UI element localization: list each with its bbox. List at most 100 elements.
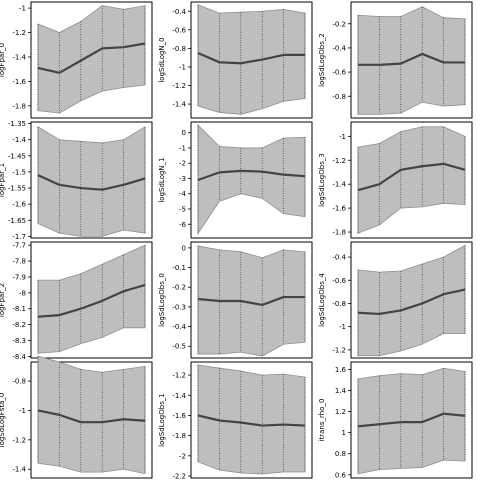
series-line <box>37 42 146 74</box>
y-axis-label: itrans_rho_0 <box>318 399 326 442</box>
y-tick-label: -7.9 <box>12 273 26 281</box>
y-tick-label: -1.2 <box>172 372 186 380</box>
y-tick-label: -1 <box>19 5 26 13</box>
y-tick-label: 0 <box>182 129 186 137</box>
series-line <box>37 409 146 424</box>
y-tick-label: -0.4 <box>172 323 186 331</box>
y-tick-label: -1.7 <box>12 233 26 241</box>
y-tick-label: 1 <box>342 429 346 437</box>
y-axis-label: logSdLogObs_0 <box>158 273 166 327</box>
y-tick-label: -3 <box>179 175 186 183</box>
y-tick-label: -1.5 <box>12 168 26 176</box>
y-tick-label: -1.8 <box>332 229 346 237</box>
y-tick-label: -1.2 <box>12 29 26 37</box>
y-tick-label: -1.6 <box>12 78 26 86</box>
y-tick-label: -1.2 <box>172 82 186 90</box>
y-tick-label: 1.2 <box>335 408 346 416</box>
y-tick-label: -0.4 <box>332 44 346 52</box>
panel-logSdLogN_1: 0 -1 -2 -3 -4 -5 -6 logSdLogN_1 <box>158 121 313 239</box>
y-tick-label: -0.2 <box>172 284 186 292</box>
y-tick-label: -1.35 <box>8 120 26 128</box>
y-tick-label: -1 <box>339 133 346 141</box>
y-axis-label: logFpar_2 <box>0 283 6 317</box>
y-tick-label: -0.8 <box>332 300 346 308</box>
panel-logFpar_0: -1 -1.2 -1.4 -1.6 -1.8 logFpar_0 <box>0 1 153 119</box>
y-tick-label: -1.65 <box>8 217 26 225</box>
y-axis-label: logSdLogN_1 <box>158 157 166 202</box>
y-tick-label: -1.2 <box>12 436 26 444</box>
y-tick-label: -1.55 <box>8 185 26 193</box>
panel-logSdLogObs_1: -1.2 -1.4 -1.6 -1.8 -2 -2.2 logSdLogObs_1 <box>158 361 313 480</box>
y-tick-label: -1.6 <box>12 201 26 209</box>
y-tick-label: -1.4 <box>172 101 186 109</box>
y-tick-label: -1 <box>179 63 186 71</box>
y-axis-label: logSdLogObs_4 <box>318 273 326 327</box>
y-tick-label: -1.2 <box>332 346 346 354</box>
series-line <box>357 412 466 428</box>
y-tick-label: -1.8 <box>172 432 186 440</box>
y-tick-label: -8.3 <box>12 337 26 345</box>
y-tick-label: -4 <box>179 190 187 198</box>
panel-logSdLogN_0: -0.4 -0.6 -0.8 -1 -1.2 -1.4 logSdLogN_0 <box>158 1 313 119</box>
y-axis-label: logFpar_1 <box>0 163 6 197</box>
y-tick-label: -2.2 <box>172 472 186 480</box>
y-tick-label: -2 <box>179 160 186 168</box>
panel-logSdLogFsta_0: -0.8 -1 -1.2 -1.4 logSdLogFsta_0 <box>0 355 153 479</box>
y-axis-label: logSdLogN_0 <box>158 37 166 82</box>
y-axis-label: logSdLogFsta_0 <box>0 393 6 448</box>
panel-logFpar_1: -1.35 -1.4 -1.45 -1.5 -1.55 -1.6 -1.65 -1.7 logF… <box>0 120 153 241</box>
panel-logSdLogObs_3: -1 -1.2 -1.4 -1.6 -1.8 logSdLogObs_3 <box>318 121 473 239</box>
y-tick-label: -0.3 <box>172 303 186 311</box>
y-tick-label: -0.8 <box>12 378 26 386</box>
y-tick-label: -1.4 <box>12 136 26 144</box>
y-axis-label: logSdLogObs_3 <box>318 153 326 207</box>
y-tick-label: -1.4 <box>12 53 26 61</box>
y-tick-label: -5 <box>179 206 186 214</box>
series-line <box>37 174 146 191</box>
panel-logSdLogObs_0: 0 -0.1 -0.2 -0.3 -0.4 -0.5 logSdLogObs_0 <box>158 241 313 359</box>
y-tick-label: -2 <box>179 452 186 460</box>
y-tick-label: -0.6 <box>172 26 186 34</box>
panel-itrans_rho_0: 1.6 1.4 1.2 1 0.8 0.6 itrans_rho_0 <box>318 361 473 479</box>
series-line <box>197 414 306 427</box>
series-line <box>37 283 146 318</box>
y-axis-label: logFpar_0 <box>0 43 6 77</box>
panel-logSdLogObs_2: -0.2 -0.4 -0.6 -0.8 logSdLogObs_2 <box>318 1 473 119</box>
y-tick-label: -7.8 <box>12 258 26 266</box>
y-tick-label: -1 <box>339 323 346 331</box>
y-tick-label: -0.4 <box>172 8 186 16</box>
y-tick-label: -7.7 <box>12 242 26 250</box>
y-tick-label: -0.8 <box>172 45 186 53</box>
y-tick-label: -1.2 <box>332 157 346 165</box>
y-tick-label: -0.5 <box>172 343 186 351</box>
y-axis-label: logSdLogObs_2 <box>318 33 326 87</box>
series-line <box>357 288 466 316</box>
y-tick-label: -8 <box>19 289 26 297</box>
y-tick-label: 1.6 <box>335 366 347 374</box>
y-tick-label: -0.6 <box>332 277 346 285</box>
y-tick-label: -1.4 <box>172 392 186 400</box>
y-tick-label: -0.2 <box>332 20 346 28</box>
y-axis-label: logSdLogObs_1 <box>158 393 166 447</box>
series-line <box>358 52 465 66</box>
series-line <box>357 162 466 192</box>
y-tick-label: -0.4 <box>332 254 346 262</box>
series-line <box>197 52 305 65</box>
panel-logSdLogObs_4: -0.4 -0.6 -0.8 -1 -1.2 logSdLogObs_4 <box>318 241 473 359</box>
y-tick-label: -1 <box>19 407 26 415</box>
y-tick-label: -1 <box>179 144 186 152</box>
y-tick-label: -1.6 <box>172 412 186 420</box>
y-tick-label: -0.8 <box>332 93 346 101</box>
y-tick-label: -8.4 <box>12 353 26 361</box>
confidence-band <box>357 6 466 115</box>
y-tick-label: 1.4 <box>335 387 347 395</box>
y-tick-label: 0 <box>182 244 186 252</box>
y-tick-label: -0.1 <box>172 264 186 272</box>
y-tick-label: -1.8 <box>12 102 26 110</box>
y-tick-label: -6 <box>179 221 187 229</box>
y-tick-label: -1.4 <box>332 181 346 189</box>
y-tick-label: -1.45 <box>8 152 26 160</box>
y-tick-label: -0.6 <box>332 69 346 77</box>
y-tick-label: -8.2 <box>12 321 26 329</box>
